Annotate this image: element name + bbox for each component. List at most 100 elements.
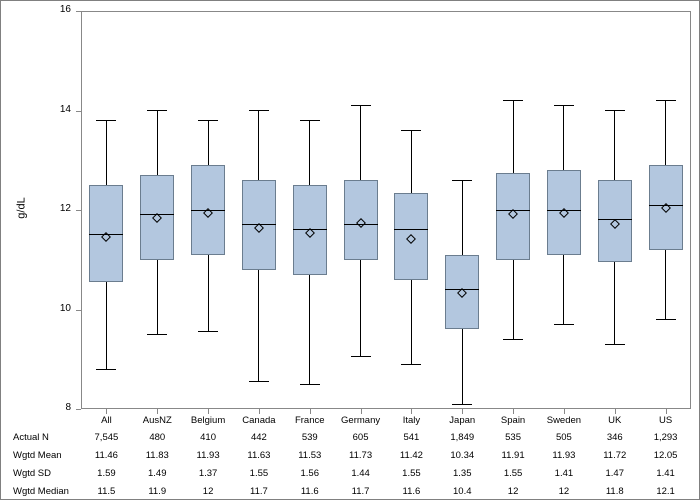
x-tick [462, 409, 463, 414]
whisker-cap [300, 384, 320, 385]
stat-cell: 1,849 [450, 432, 474, 443]
whisker-cap [656, 100, 676, 101]
x-category-label: Sweden [547, 415, 581, 426]
stat-cell: 1.56 [301, 468, 320, 479]
x-category-label: Canada [242, 415, 275, 426]
x-tick [513, 409, 514, 414]
stat-cell: 442 [251, 432, 267, 443]
y-tick [76, 11, 81, 12]
stat-cell: 12.05 [654, 450, 678, 461]
stat-cell: 11.53 [298, 450, 321, 461]
x-category-label: All [101, 415, 112, 426]
stat-cell: 10.34 [450, 450, 474, 461]
whisker-cap [503, 100, 523, 101]
stat-cell: 11.73 [349, 450, 372, 461]
stat-cell: 1.44 [351, 468, 370, 479]
y-tick-label: 8 [41, 402, 71, 413]
x-category-label: Italy [403, 415, 420, 426]
y-tick-label: 12 [41, 203, 71, 214]
x-tick [666, 409, 667, 414]
whisker-cap [605, 110, 625, 111]
x-category-label: France [295, 415, 325, 426]
x-category-label: Germany [341, 415, 380, 426]
stat-cell: 541 [403, 432, 419, 443]
stat-cell: 605 [353, 432, 369, 443]
whisker-cap [401, 364, 421, 365]
whisker-cap [452, 180, 472, 181]
stat-cell: 535 [505, 432, 521, 443]
stat-cell: 1.35 [453, 468, 472, 479]
stat-row-label: Wgtd SD [13, 468, 51, 479]
stat-cell: 7,545 [95, 432, 119, 443]
y-axis-label: g/dL [16, 197, 28, 218]
x-category-label: Spain [501, 415, 525, 426]
x-category-label: Japan [449, 415, 475, 426]
stat-cell: 12 [203, 486, 214, 497]
whisker-cap [452, 404, 472, 405]
stat-row-label: Wgtd Median [13, 486, 69, 497]
stat-row-label: Actual N [13, 432, 49, 443]
stat-cell: 11.46 [95, 450, 118, 461]
stat-cell: 12.1 [656, 486, 675, 497]
whisker-cap [147, 334, 167, 335]
stat-cell: 10.4 [453, 486, 472, 497]
x-tick [106, 409, 107, 414]
stat-cell: 1.55 [250, 468, 269, 479]
stat-cell: 505 [556, 432, 572, 443]
stat-cell: 11.9 [148, 486, 166, 497]
whisker-cap [249, 381, 269, 382]
x-category-label: Belgium [191, 415, 225, 426]
y-tick [76, 111, 81, 112]
whisker-cap [300, 120, 320, 121]
whisker-cap [554, 105, 574, 106]
whisker-cap [605, 344, 625, 345]
stat-cell: 480 [149, 432, 165, 443]
stat-cell: 11.8 [606, 486, 624, 497]
x-tick [361, 409, 362, 414]
stat-cell: 410 [200, 432, 216, 443]
x-category-label: US [659, 415, 672, 426]
x-category-label: AusNZ [143, 415, 172, 426]
stat-cell: 11.42 [400, 450, 423, 461]
x-tick [411, 409, 412, 414]
y-tick-label: 10 [41, 303, 71, 314]
x-tick [208, 409, 209, 414]
whisker-cap [96, 369, 116, 370]
chart-container: g/dL 8 10 12 14 16 All AusNZ Belgium Canada Franc… [0, 0, 700, 500]
y-tick-label: 16 [41, 4, 71, 15]
stat-cell: 11.5 [98, 486, 116, 497]
x-tick [310, 409, 311, 414]
y-tick [76, 210, 81, 211]
whisker-cap [351, 356, 371, 357]
y-tick-label: 14 [41, 104, 71, 115]
x-tick [615, 409, 616, 414]
stat-cell: 11.7 [352, 486, 370, 497]
stat-row-label: Wgtd Mean [13, 450, 62, 461]
stat-cell: 12 [559, 486, 570, 497]
stat-cell: 11.6 [301, 486, 319, 497]
y-tick [76, 409, 81, 410]
whisker-cap [198, 331, 218, 332]
stat-cell: 1.59 [97, 468, 116, 479]
whisker-cap [198, 120, 218, 121]
whisker-cap [147, 110, 167, 111]
whisker-cap [401, 130, 421, 131]
median-line [394, 229, 428, 230]
stat-cell: 539 [302, 432, 318, 443]
stat-cell: 1.37 [199, 468, 218, 479]
stat-cell: 1.47 [606, 468, 625, 479]
stat-cell: 346 [607, 432, 623, 443]
stat-cell: 1.55 [402, 468, 421, 479]
stat-cell: 11.7 [250, 486, 268, 497]
stat-cell: 1.49 [148, 468, 167, 479]
stat-cell: 1,293 [654, 432, 678, 443]
whisker-cap [249, 110, 269, 111]
stat-cell: 11.93 [197, 450, 220, 461]
stat-cell: 1.41 [656, 468, 675, 479]
stat-cell: 1.55 [504, 468, 523, 479]
x-tick [157, 409, 158, 414]
whisker-cap [351, 105, 371, 106]
whisker-cap [554, 324, 574, 325]
y-tick [76, 310, 81, 311]
stat-cell: 11.93 [552, 450, 575, 461]
